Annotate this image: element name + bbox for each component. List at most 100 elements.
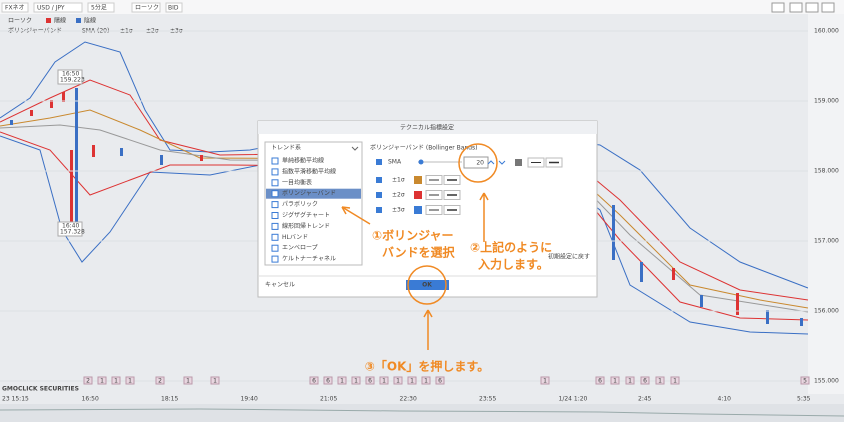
indicator-item[interactable]: ケルトナーチャネル bbox=[282, 256, 336, 263]
badge-label: 6 bbox=[326, 378, 330, 385]
tool-button[interactable] bbox=[821, 2, 835, 13]
item-checkbox[interactable] bbox=[271, 255, 279, 263]
checkbox[interactable] bbox=[376, 159, 382, 165]
logo: GMOCLICK SECURITIES bbox=[2, 386, 79, 393]
color-swatch[interactable] bbox=[414, 191, 422, 199]
item-checkbox[interactable] bbox=[271, 212, 279, 219]
item-checkbox[interactable] bbox=[271, 201, 279, 209]
item-checkbox[interactable] bbox=[271, 157, 279, 165]
dialog: テクニカル指標設定 トレンド系 単純移動平均線指数平滑移動平均線一目均衡表ボリン… bbox=[257, 120, 598, 298]
candle bbox=[160, 155, 163, 165]
timeframe-box[interactable] bbox=[87, 2, 115, 13]
price-type-box[interactable] bbox=[165, 2, 183, 13]
slider-knob[interactable] bbox=[418, 159, 424, 165]
badge-label: 1 bbox=[340, 378, 344, 385]
tool-button[interactable] bbox=[771, 2, 785, 13]
candle bbox=[120, 148, 123, 156]
pair-box[interactable] bbox=[33, 2, 83, 13]
badge bbox=[83, 376, 93, 385]
chart-style: ローソク bbox=[135, 5, 159, 12]
badge-label: 1 bbox=[382, 378, 386, 385]
indicator-item[interactable]: 一目均衡表 bbox=[282, 178, 312, 186]
time-label: 16:50 bbox=[82, 396, 99, 403]
badge-label: 6 bbox=[598, 378, 602, 385]
marker-price: 159.223 bbox=[60, 77, 85, 84]
arrow-2 bbox=[479, 192, 489, 242]
badge bbox=[183, 376, 193, 385]
circle-ok bbox=[407, 265, 447, 305]
badge-label: 1 bbox=[114, 378, 118, 385]
badge-label: 1 bbox=[186, 378, 190, 385]
badge bbox=[610, 376, 620, 385]
checkbox[interactable] bbox=[376, 207, 382, 213]
reset[interactable]: 初期設定に戻す bbox=[548, 253, 590, 261]
item-checkbox[interactable] bbox=[271, 244, 279, 252]
badge-label: 1 bbox=[628, 378, 632, 385]
indicator-item[interactable]: ジグザグチャート bbox=[282, 211, 330, 219]
indicator-item[interactable]: エンベロープ bbox=[282, 245, 318, 252]
legend-swatch bbox=[46, 18, 51, 23]
badge bbox=[407, 376, 417, 385]
badge-label: 1 bbox=[424, 378, 428, 385]
ok: OK bbox=[422, 282, 432, 289]
color-swatch[interactable] bbox=[414, 176, 422, 184]
color-swatch[interactable] bbox=[414, 206, 422, 214]
price-label: 160.000 bbox=[814, 28, 839, 35]
candles bbox=[10, 88, 803, 326]
style-box[interactable] bbox=[131, 2, 161, 13]
marker-price: 157.328 bbox=[60, 229, 85, 236]
ok-button[interactable] bbox=[406, 280, 449, 290]
annotation-3: ③「OK」を押します。 bbox=[365, 359, 489, 374]
badge bbox=[421, 376, 431, 385]
time-label: 19:40 bbox=[241, 396, 258, 403]
badge bbox=[655, 376, 665, 385]
indicator-item[interactable]: 線形回帰トレンド bbox=[282, 222, 330, 230]
pair: USD / JPY bbox=[37, 5, 65, 12]
window-buttons bbox=[771, 2, 835, 13]
product-box[interactable] bbox=[1, 2, 29, 13]
indicator-item[interactable]: 単純移動平均線 bbox=[282, 157, 324, 165]
color-swatch[interactable] bbox=[515, 159, 522, 166]
checkbox[interactable] bbox=[376, 192, 382, 198]
indicator-item[interactable]: パラボリック bbox=[282, 200, 318, 208]
badge bbox=[435, 376, 445, 385]
item-checkbox[interactable] bbox=[271, 222, 279, 230]
badge bbox=[351, 376, 361, 385]
tool-button[interactable] bbox=[805, 2, 819, 13]
badge bbox=[540, 376, 550, 385]
item-checkbox[interactable] bbox=[271, 168, 279, 176]
sigma-label: ±3σ bbox=[392, 207, 405, 214]
badge-label: 1 bbox=[543, 378, 547, 385]
time-label: 22:30 bbox=[400, 396, 417, 403]
annotation-1: バンドを選択 bbox=[382, 245, 456, 260]
candle bbox=[30, 110, 33, 116]
spinner[interactable] bbox=[487, 160, 506, 165]
period-input[interactable] bbox=[463, 156, 489, 169]
badge-label: 1 bbox=[213, 378, 217, 385]
period: 20 bbox=[476, 160, 484, 167]
item-checkbox[interactable] bbox=[271, 179, 279, 187]
item-checkbox[interactable] bbox=[271, 190, 279, 198]
heading: ボリンジャーバンド (Bollinger Bands) bbox=[370, 144, 478, 152]
candle bbox=[672, 268, 675, 280]
badge bbox=[640, 376, 650, 385]
indicator-item[interactable]: 指数平滑移動平均線 bbox=[282, 167, 336, 175]
badge bbox=[323, 376, 333, 385]
category[interactable]: トレンド系 bbox=[271, 144, 301, 152]
badge-label: 6 bbox=[438, 378, 442, 385]
legend-down: 陰線 bbox=[84, 17, 96, 25]
badge-label: 6 bbox=[368, 378, 372, 385]
indicator-item[interactable]: ボリンジャーバンド bbox=[282, 189, 336, 197]
item-checkbox[interactable] bbox=[271, 233, 279, 241]
indicator-item[interactable]: HLバンド bbox=[282, 234, 308, 241]
cancel[interactable]: キャンセル bbox=[265, 282, 295, 289]
tool-button[interactable] bbox=[789, 2, 803, 13]
upper-band bbox=[0, 41, 809, 289]
legend-swatch bbox=[76, 18, 81, 23]
badge bbox=[365, 376, 375, 385]
circle-period bbox=[458, 143, 498, 183]
navigator bbox=[0, 404, 844, 422]
badge bbox=[155, 376, 165, 385]
checkbox[interactable] bbox=[376, 177, 382, 183]
